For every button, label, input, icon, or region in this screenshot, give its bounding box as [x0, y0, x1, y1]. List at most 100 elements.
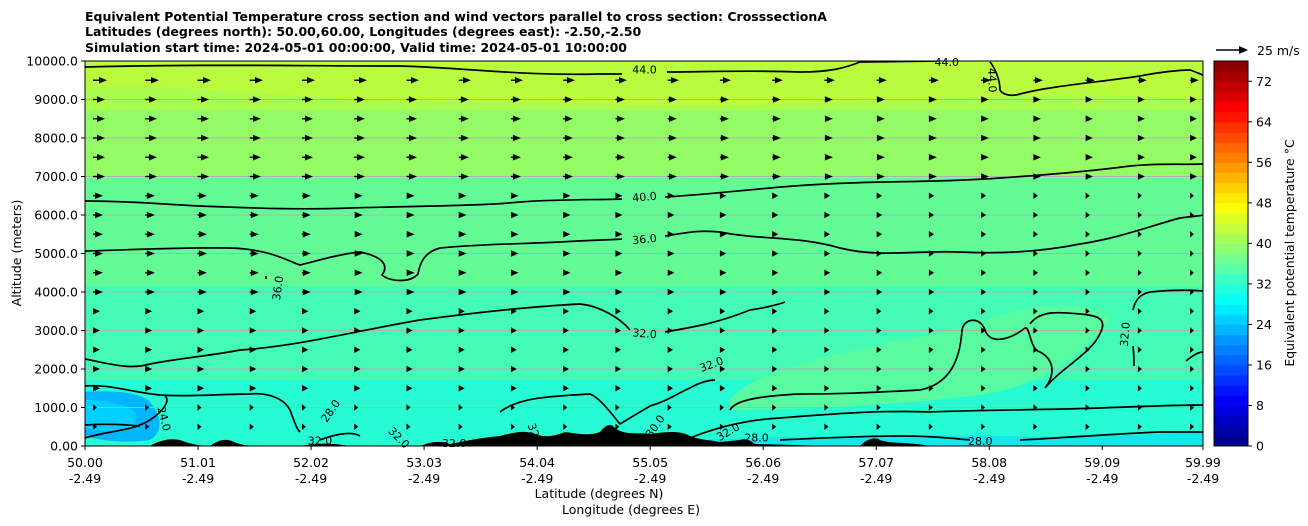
x-axis-label-2: Longitude (degrees E) — [562, 502, 700, 517]
wind-arrow-head — [458, 269, 467, 276]
wind-arrow-head — [1137, 385, 1142, 392]
wind-arrow-head — [824, 288, 831, 296]
wind-arrow-head — [198, 288, 207, 296]
wind-arrow-head — [356, 115, 365, 122]
wind-arrow-head — [1033, 173, 1041, 180]
wind-arrow-head — [354, 192, 363, 199]
wind-arrow-head — [1190, 327, 1194, 334]
wind-arrow-head — [1190, 231, 1194, 238]
wind-arrow-head — [406, 308, 413, 315]
wind-arrow-head — [97, 115, 105, 122]
wind-arrow-head — [1085, 385, 1090, 392]
wind-arrow-head — [512, 115, 521, 122]
colorbar-band — [1214, 182, 1248, 194]
wind-arrow-head — [198, 231, 207, 238]
wind-arrow-head — [302, 211, 311, 219]
y-tick-label: 2000.0 — [34, 362, 78, 377]
wind-arrow-head — [667, 211, 675, 219]
wind-arrow-head — [981, 96, 989, 103]
wind-arrow-head — [981, 211, 987, 219]
contour-lines — [85, 61, 1203, 441]
wind-arrow-head — [563, 231, 571, 238]
y-tick-label: 8000.0 — [34, 131, 78, 146]
wind-arrow-head — [981, 154, 989, 161]
wind-arrow-head — [720, 115, 729, 122]
contour-label: 44.0 — [632, 64, 657, 77]
y-tick-label: 0.00 — [50, 439, 78, 454]
wind-arrow-head — [354, 211, 363, 219]
wind-arrow-head — [202, 77, 211, 84]
wind-arrow-head — [252, 115, 261, 122]
wind-arrow-head — [981, 231, 987, 238]
wind-arrow-head — [615, 192, 623, 199]
wind-arrow-head — [510, 423, 515, 430]
wind-arrow-head — [722, 77, 731, 84]
wind-arrow-head — [928, 154, 937, 161]
wind-arrow-head — [928, 385, 934, 392]
wind-arrow-head — [1033, 192, 1038, 199]
wind-arrow-head — [95, 288, 103, 296]
wind-arrow-head — [93, 385, 100, 392]
wind-arrow-head — [1033, 308, 1038, 315]
wind-arrow-head — [354, 327, 361, 334]
wind-arrow-head — [252, 134, 261, 142]
wind-arrow-head — [670, 77, 679, 84]
wind-arrow-head — [150, 77, 159, 84]
wind-arrow-head — [772, 96, 781, 103]
wind-arrow-head — [1033, 115, 1041, 122]
wind-arrow-head — [1033, 154, 1041, 161]
wind-arrow-head — [198, 250, 207, 257]
contour-label: 44.0 — [985, 68, 999, 93]
wind-arrow-head — [1137, 288, 1142, 296]
wind-arrow-head — [249, 365, 257, 373]
wind-arrow-head — [302, 269, 311, 276]
chart-title-line-3: Simulation start time: 2024-05-01 00:00:… — [85, 40, 627, 55]
wind-arrow-head — [301, 404, 306, 411]
wind-arrow-head — [1190, 134, 1197, 142]
wind-arrow-head — [668, 173, 677, 180]
y-tick-label: 10000.0 — [26, 54, 78, 69]
colorbar-band — [1214, 233, 1248, 244]
quiver-key-arrow-head — [1239, 46, 1248, 54]
field-upper-mid — [85, 110, 1203, 180]
y-tick-label: 1000.0 — [34, 400, 78, 415]
wind-arrow-head — [197, 423, 202, 430]
wind-arrow-head — [354, 308, 361, 315]
wind-arrow-head — [1137, 192, 1142, 199]
wind-arrow-head — [458, 288, 467, 296]
wind-arrow-head — [510, 365, 517, 373]
wind-arrow-head — [458, 250, 467, 257]
contour-label: 28.0 — [968, 435, 993, 448]
contour-44-upper — [85, 61, 936, 76]
wind-arrow-head — [93, 365, 100, 373]
wind-arrow-head — [354, 346, 361, 353]
contour-label: 28.0 — [744, 431, 769, 444]
colorbar-band — [1214, 131, 1248, 143]
contour-label: 36.0 — [632, 232, 658, 247]
colorbar-band — [1214, 111, 1248, 123]
wind-arrow-head — [1137, 115, 1145, 122]
wind-arrow-head — [566, 77, 575, 84]
wind-arrow-head — [1137, 154, 1145, 161]
wind-arrow-head — [824, 308, 830, 315]
colorbar-tick-label: 0 — [1256, 439, 1264, 454]
wind-arrow-head — [460, 96, 469, 103]
wind-arrow-head — [200, 154, 209, 161]
wind-arrow-head — [1085, 269, 1090, 276]
wind-arrow-head — [667, 308, 674, 315]
wind-arrow-head — [354, 250, 363, 257]
wind-arrow-head — [876, 308, 882, 315]
wind-arrow-head — [876, 231, 883, 238]
wind-arrow-head — [510, 288, 519, 296]
wind-arrow-head — [198, 192, 207, 199]
wind-arrow-head — [824, 365, 830, 373]
wind-arrow-head — [354, 269, 363, 276]
wind-arrow-head — [145, 385, 153, 392]
wind-arrow-head — [772, 288, 779, 296]
wind-arrow-head — [510, 192, 519, 199]
wind-arrow-head — [772, 250, 779, 257]
y-axis: 0.00 1000.0 2000.0 3000.0 4000.0 5000.0 6000.0… — [26, 54, 85, 454]
wind-arrow-head — [824, 231, 831, 238]
wind-arrow-head — [510, 404, 515, 411]
wind-arrow-head — [1137, 211, 1142, 219]
